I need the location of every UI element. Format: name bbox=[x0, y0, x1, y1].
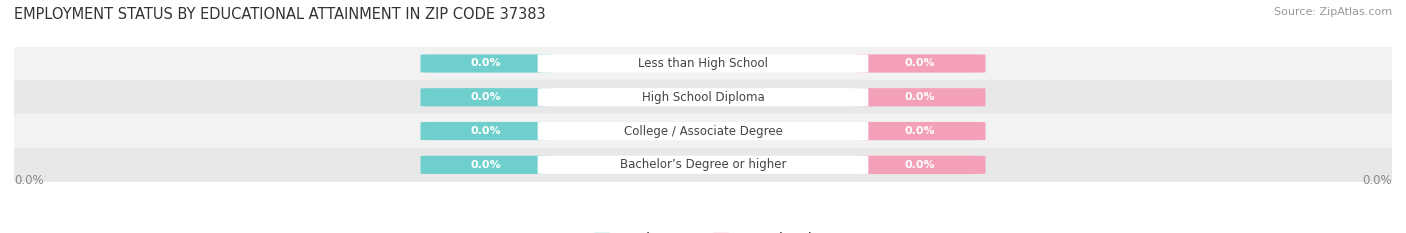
FancyBboxPatch shape bbox=[420, 88, 551, 106]
FancyBboxPatch shape bbox=[420, 54, 551, 73]
Text: 0.0%: 0.0% bbox=[471, 92, 502, 102]
FancyBboxPatch shape bbox=[855, 156, 986, 174]
Bar bbox=[14, 114, 1392, 148]
FancyBboxPatch shape bbox=[537, 54, 869, 73]
FancyBboxPatch shape bbox=[537, 122, 869, 140]
Text: Source: ZipAtlas.com: Source: ZipAtlas.com bbox=[1274, 7, 1392, 17]
FancyBboxPatch shape bbox=[855, 88, 986, 106]
FancyBboxPatch shape bbox=[420, 122, 551, 140]
Text: 0.0%: 0.0% bbox=[904, 126, 935, 136]
FancyBboxPatch shape bbox=[420, 156, 551, 174]
FancyBboxPatch shape bbox=[855, 54, 986, 73]
Text: 0.0%: 0.0% bbox=[1362, 174, 1392, 187]
FancyBboxPatch shape bbox=[537, 88, 869, 106]
Text: EMPLOYMENT STATUS BY EDUCATIONAL ATTAINMENT IN ZIP CODE 37383: EMPLOYMENT STATUS BY EDUCATIONAL ATTAINM… bbox=[14, 7, 546, 22]
Text: High School Diploma: High School Diploma bbox=[641, 91, 765, 104]
Bar bbox=[14, 47, 1392, 80]
Text: 0.0%: 0.0% bbox=[471, 126, 502, 136]
Text: 0.0%: 0.0% bbox=[904, 160, 935, 170]
Text: 0.0%: 0.0% bbox=[471, 58, 502, 69]
Text: 0.0%: 0.0% bbox=[14, 174, 44, 187]
FancyBboxPatch shape bbox=[537, 156, 869, 174]
Text: 0.0%: 0.0% bbox=[904, 92, 935, 102]
Text: 0.0%: 0.0% bbox=[471, 160, 502, 170]
Bar bbox=[14, 148, 1392, 182]
Text: Bachelor’s Degree or higher: Bachelor’s Degree or higher bbox=[620, 158, 786, 171]
Text: Less than High School: Less than High School bbox=[638, 57, 768, 70]
Text: 0.0%: 0.0% bbox=[904, 58, 935, 69]
FancyBboxPatch shape bbox=[855, 122, 986, 140]
Legend: In Labor Force, Unemployed: In Labor Force, Unemployed bbox=[589, 228, 817, 233]
Text: College / Associate Degree: College / Associate Degree bbox=[624, 125, 782, 137]
Bar bbox=[14, 80, 1392, 114]
